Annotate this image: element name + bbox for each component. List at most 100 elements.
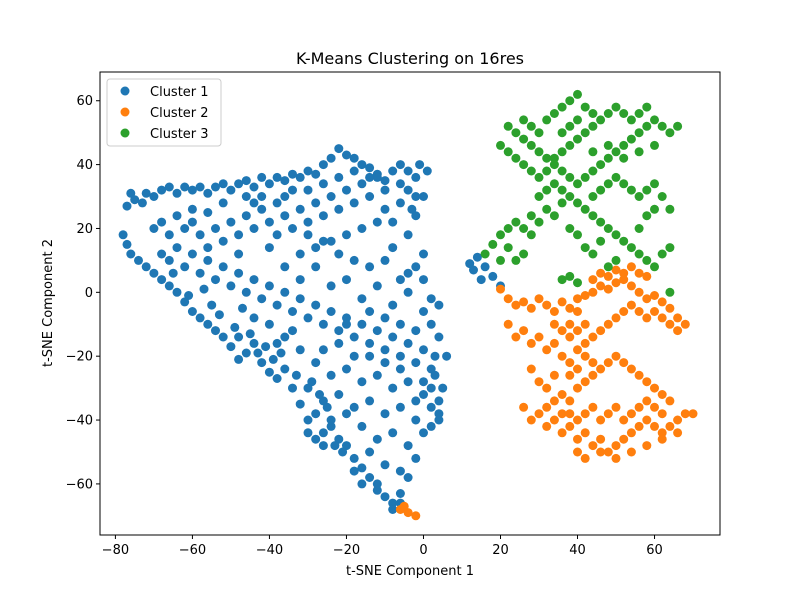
data-point xyxy=(503,121,513,131)
data-point xyxy=(388,498,398,508)
data-point xyxy=(603,447,613,457)
legend-label-cluster-1: Cluster 1 xyxy=(150,85,209,100)
data-point xyxy=(419,275,428,285)
data-point xyxy=(642,102,652,112)
data-point xyxy=(534,409,544,419)
data-point xyxy=(372,370,382,380)
data-point xyxy=(650,383,659,393)
data-point xyxy=(342,409,351,419)
data-point xyxy=(634,421,644,431)
data-point xyxy=(650,179,659,189)
data-point xyxy=(665,287,675,297)
data-point xyxy=(203,208,213,217)
data-point xyxy=(565,396,575,406)
data-point xyxy=(180,224,190,233)
data-point xyxy=(496,255,505,265)
data-point xyxy=(234,179,244,189)
data-point xyxy=(469,265,478,275)
data-point xyxy=(234,332,244,342)
data-point xyxy=(195,313,205,323)
data-point xyxy=(149,224,159,233)
data-point xyxy=(596,236,606,246)
data-point xyxy=(241,287,251,297)
data-point xyxy=(519,134,529,144)
data-point xyxy=(249,275,259,285)
data-point xyxy=(257,192,267,201)
data-point xyxy=(519,326,529,336)
data-point xyxy=(603,409,613,419)
data-point xyxy=(542,166,552,176)
data-point xyxy=(426,383,436,393)
data-point xyxy=(596,268,606,278)
data-point xyxy=(180,262,190,272)
data-point xyxy=(234,268,244,278)
data-point xyxy=(657,121,667,131)
data-point xyxy=(311,300,321,310)
data-point xyxy=(588,211,598,221)
data-point xyxy=(542,204,552,214)
data-point xyxy=(519,249,529,259)
data-point xyxy=(557,166,567,176)
data-point xyxy=(573,434,582,444)
data-point xyxy=(249,313,259,323)
data-point xyxy=(680,409,690,419)
data-point xyxy=(588,109,598,118)
data-point xyxy=(318,179,328,189)
data-point xyxy=(519,402,529,412)
data-point xyxy=(565,172,575,182)
x-tick-label: −60 xyxy=(179,543,206,558)
data-point xyxy=(411,453,421,463)
data-point xyxy=(342,230,351,240)
data-point xyxy=(619,140,629,150)
data-point xyxy=(311,262,321,272)
data-point xyxy=(380,409,390,419)
data-point xyxy=(149,192,159,201)
data-point xyxy=(488,239,498,249)
data-point xyxy=(565,409,575,419)
data-point xyxy=(603,140,613,150)
data-point xyxy=(665,303,675,313)
legend-label-cluster-2: Cluster 2 xyxy=(150,106,209,121)
data-point xyxy=(634,224,644,233)
data-point xyxy=(580,243,590,253)
data-point xyxy=(357,479,367,489)
data-point xyxy=(403,287,413,297)
data-point xyxy=(534,172,544,182)
data-point xyxy=(588,275,598,285)
data-point xyxy=(380,185,390,195)
data-point xyxy=(338,447,348,457)
data-point xyxy=(526,230,536,240)
data-point xyxy=(388,332,398,342)
data-point xyxy=(372,172,382,182)
data-point xyxy=(187,249,197,259)
data-point xyxy=(542,185,552,195)
data-point xyxy=(365,338,375,348)
data-point xyxy=(419,345,428,355)
data-point xyxy=(295,399,305,409)
data-point xyxy=(195,182,205,192)
data-point xyxy=(603,284,613,294)
data-point xyxy=(419,192,428,201)
data-point xyxy=(503,224,513,233)
data-point xyxy=(611,172,621,182)
data-point xyxy=(496,140,505,150)
data-point xyxy=(480,249,490,259)
data-point xyxy=(634,370,644,380)
data-point xyxy=(172,287,182,297)
x-axis-title: t-SNE Component 1 xyxy=(346,564,474,579)
data-point xyxy=(141,188,151,198)
data-point xyxy=(634,109,644,118)
data-point xyxy=(380,204,390,214)
data-point xyxy=(349,166,359,176)
points-layer xyxy=(118,89,698,521)
data-point xyxy=(534,217,544,227)
data-point xyxy=(318,428,328,438)
x-tick-label: 60 xyxy=(646,543,663,558)
data-point xyxy=(280,364,290,374)
data-point xyxy=(357,160,367,170)
data-point xyxy=(626,185,636,195)
y-tick-label: −40 xyxy=(66,414,93,429)
data-point xyxy=(280,262,290,272)
data-point xyxy=(157,275,167,285)
data-point xyxy=(626,409,636,419)
